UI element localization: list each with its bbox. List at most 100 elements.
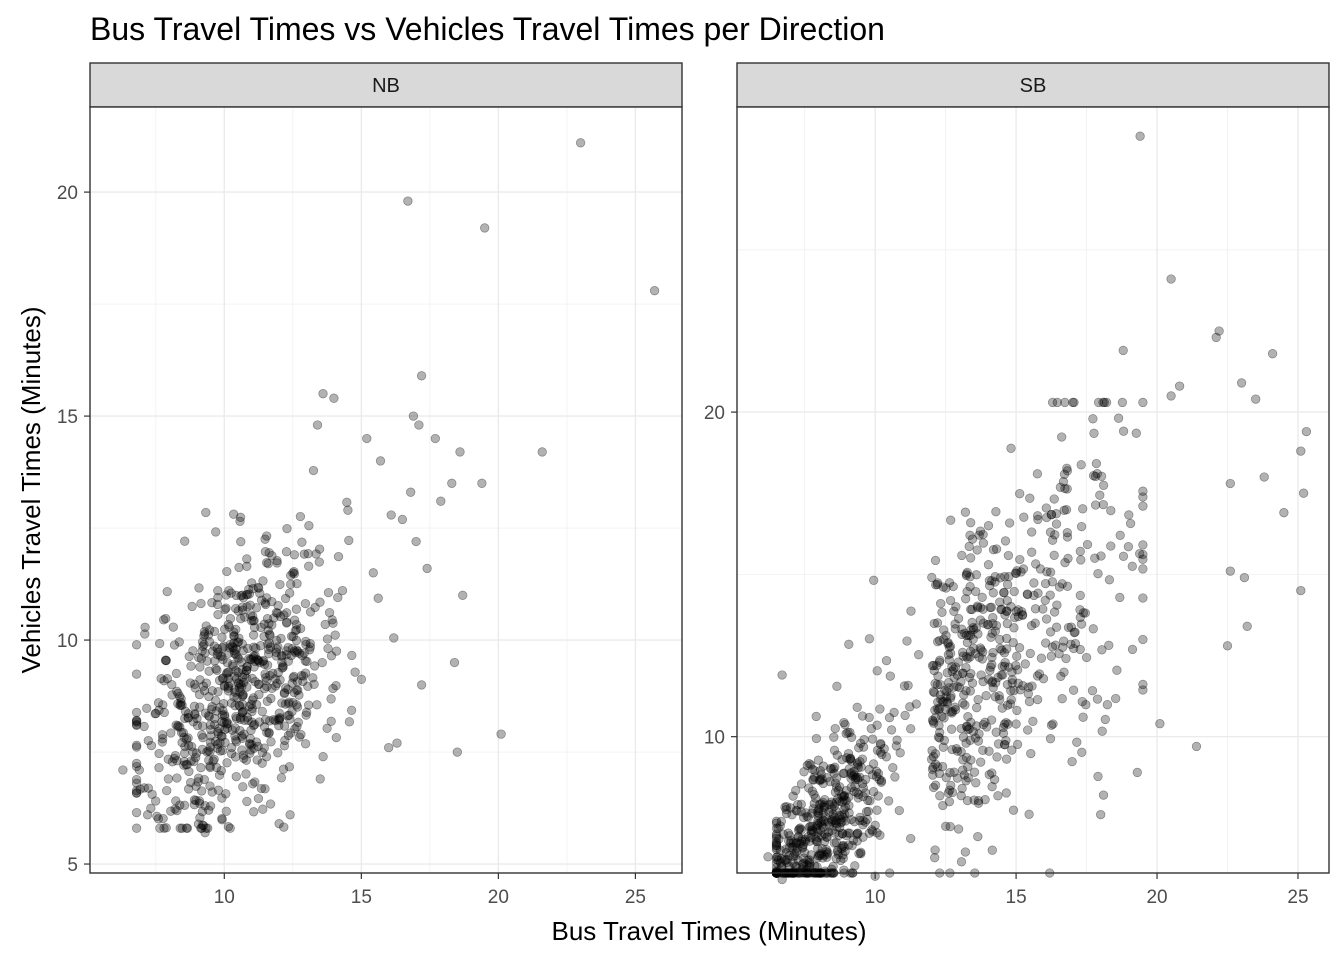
data-point [998, 728, 1009, 738]
data-point [972, 703, 982, 713]
data-point [251, 603, 262, 613]
data-point [825, 763, 836, 774]
data-point [900, 710, 910, 721]
data-point [236, 537, 246, 547]
data-point [995, 573, 1006, 583]
data-point [197, 807, 208, 817]
data-point [244, 654, 254, 664]
data-point [973, 798, 984, 808]
data-point [872, 720, 882, 730]
data-point [774, 834, 784, 844]
data-point [200, 708, 211, 718]
data-point [1155, 719, 1165, 729]
data-point [830, 723, 840, 734]
data-point [1093, 771, 1103, 782]
data-point [248, 693, 259, 703]
data-point [990, 572, 1000, 582]
data-point [821, 847, 832, 857]
data-point [156, 673, 166, 684]
data-point [295, 511, 306, 522]
data-point [317, 657, 327, 668]
data-point [205, 781, 215, 791]
data-point [831, 854, 841, 864]
data-point [1166, 391, 1176, 401]
data-point [251, 643, 261, 653]
data-point [225, 678, 235, 688]
data-point [217, 710, 228, 720]
data-point [1050, 530, 1060, 540]
data-point [942, 686, 952, 697]
data-point [234, 700, 244, 710]
data-point [1068, 685, 1079, 695]
data-point [1009, 586, 1019, 597]
data-point [853, 793, 863, 803]
data-point [238, 593, 249, 603]
data-point [796, 799, 806, 809]
data-point [199, 631, 209, 641]
data-point [836, 814, 846, 824]
data-point [1036, 653, 1047, 663]
data-point [962, 795, 973, 806]
data-point [1023, 689, 1033, 699]
data-point [168, 622, 178, 632]
data-point [1000, 610, 1010, 620]
data-point [930, 853, 940, 863]
data-point [810, 793, 821, 803]
data-point [262, 727, 272, 738]
data-point [259, 619, 269, 629]
data-point [941, 692, 951, 702]
data-point [968, 634, 978, 644]
data-point [215, 738, 225, 748]
data-point [194, 583, 204, 593]
data-point [1042, 512, 1052, 523]
data-point [978, 529, 988, 540]
data-point [819, 800, 829, 810]
data-point [242, 589, 253, 600]
data-point [131, 788, 142, 798]
data-point [1138, 501, 1148, 511]
data-point [247, 673, 257, 684]
data-point [986, 662, 996, 672]
data-point [828, 764, 839, 774]
data-point [337, 585, 348, 596]
data-point [1112, 665, 1122, 675]
data-point [990, 626, 1000, 636]
data-point [392, 738, 402, 748]
data-point [819, 816, 830, 826]
data-point [301, 636, 311, 647]
data-point [213, 609, 223, 620]
data-point [326, 694, 336, 704]
data-point [288, 631, 298, 642]
data-point [1068, 397, 1078, 408]
data-point [905, 702, 915, 712]
data-point [1025, 648, 1035, 659]
data-point [822, 772, 832, 783]
data-point [295, 623, 306, 634]
data-point [781, 844, 791, 854]
data-point [220, 604, 230, 615]
data-point [190, 710, 200, 720]
data-point [206, 731, 216, 741]
data-point [827, 825, 837, 835]
data-point [279, 721, 290, 731]
data-point [809, 789, 819, 800]
data-point [948, 706, 958, 716]
data-point [206, 724, 216, 735]
data-point [241, 755, 251, 765]
data-point [324, 607, 335, 618]
data-point [198, 681, 209, 691]
data-point [776, 853, 787, 864]
data-point [804, 855, 815, 865]
data-point [952, 773, 963, 783]
data-point [199, 774, 209, 785]
data-point [223, 681, 234, 691]
data-point [1000, 739, 1010, 750]
data-point [802, 860, 812, 870]
data-point [947, 662, 957, 672]
data-point [988, 545, 999, 555]
data-point [837, 754, 847, 765]
data-point [246, 745, 256, 755]
data-point [815, 776, 825, 786]
data-point [205, 761, 215, 771]
data-point [194, 798, 205, 808]
